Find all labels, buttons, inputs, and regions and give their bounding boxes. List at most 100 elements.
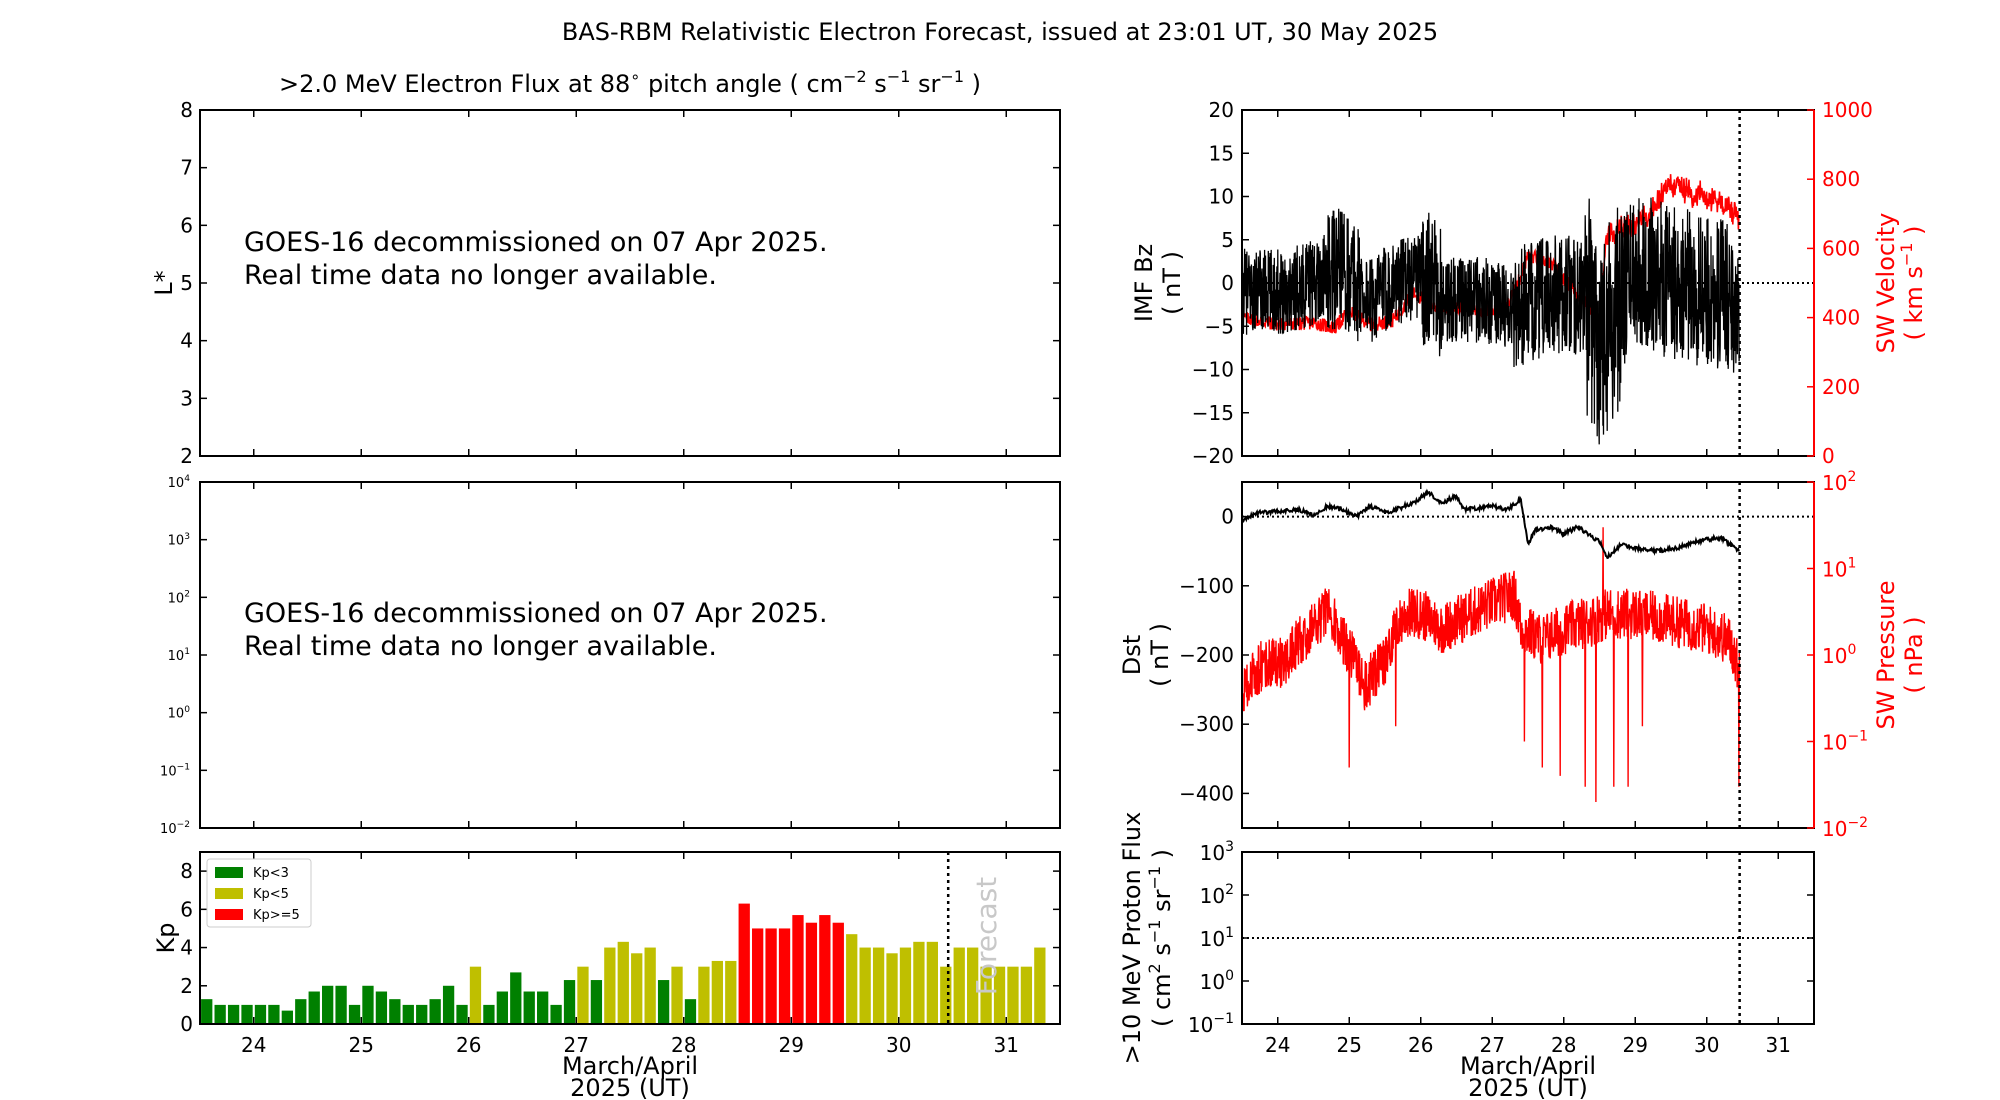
kp-xtick-label: 28 [671,1033,696,1057]
proton-x-ticks: 24 25 26 27 28 29 30 31 [1265,852,1791,1057]
kp-bar [577,966,589,1024]
kp-bar [617,941,629,1024]
proton-xtick-label: 28 [1551,1033,1576,1057]
kp-bar [281,1010,293,1024]
kp-bar [684,999,697,1024]
kp-legend-label-green: Kp<3 [253,866,289,881]
proton-xlabel-line1: March/April [1460,1052,1596,1080]
kp-bar [483,1004,495,1024]
flux-ytick-label: 6 [180,213,193,237]
sw-pressure-series [1241,527,1741,803]
flux-message-line2: Real time data no longer available. [244,260,717,291]
kp-bar [698,966,710,1024]
kp-ytick-label: 0 [180,1012,193,1036]
dst-y-ticks-right: 10−2 10−1 100 101 102 [1807,469,1868,841]
flux-energy-ytick-label: 10−2 [160,820,190,837]
dst-y-ticks-left: −400 −300 −200 −100 0 [1179,505,1249,805]
dst-x-ticks [1277,482,1779,828]
dst-plot-frame [1241,481,1815,829]
pressure-ytick-label: 10−1 [1822,729,1868,755]
kp-ytick-label: 4 [180,936,193,960]
kp-bar [268,1004,280,1024]
kp-bar [442,985,455,1024]
kp-plot-frame [199,851,1061,1025]
pressure-ytick-label: 10−2 [1822,815,1868,841]
velocity-ytick-label: 400 [1822,306,1860,330]
proton-xtick-label: 25 [1337,1033,1362,1057]
kp-bar [899,947,912,1024]
kp-bar [402,1004,414,1024]
velocity-ytick-label: 800 [1822,167,1860,191]
kp-bar [322,985,334,1024]
kp-bar [429,999,441,1024]
kp-xtick-label: 24 [241,1033,266,1057]
kp-bar [469,966,482,1024]
kp-bar [671,966,683,1024]
kp-legend: Kp<3 Kp<5 Kp>=5 [206,858,312,928]
pressure-ytick-label: 100 [1822,642,1856,668]
kp-legend-swatch-green [215,867,243,878]
proton-xtick-label: 29 [1623,1033,1648,1057]
dst-ytick-label: −400 [1179,781,1234,805]
kp-bar [348,1004,361,1024]
proton-xlabel-line2: 2025 (UT) [1468,1074,1588,1100]
kp-xtick-label: 31 [994,1033,1019,1057]
kp-x-ticks: 24 25 26 27 28 29 30 31 [241,852,1019,1057]
dst-ytick-label: −300 [1179,712,1234,736]
kp-bar [362,985,374,1024]
flux-energy-ytick-label: 103 [168,532,191,549]
kp-xlabel-line1: March/April [562,1052,698,1080]
kp-bar [1020,966,1033,1024]
flux-ytick-label: 2 [180,444,193,468]
kp-legend-swatch-red [215,909,243,920]
flux-energy-ytick-label: 10−1 [160,762,190,779]
imf-x-ticks [1277,110,1779,456]
kp-bar [913,941,925,1024]
flux-panel-title: >2.0 MeV Electron Flux at 88∘ pitch angl… [279,67,981,98]
proton-xtick-label: 26 [1408,1033,1433,1057]
kp-bar [335,985,347,1024]
kp-bar [805,922,818,1024]
kp-bar [993,966,1006,1024]
proton-ylabel-2: ( cm2 s−1 sr−1 ) [1145,849,1176,1027]
kp-bar [644,947,656,1024]
pressure-ylabel-2: ( nPa ) [1900,616,1928,693]
flux-energy-panel: 10−2 10−1 100 101 102 103 104 GOES-16 decommis… [160,474,1061,837]
kp-ytick-label: 2 [180,974,193,998]
kp-y-ticks: 0 2 4 6 8 [180,859,1060,1036]
flux-message-line1: GOES-16 decommissioned on 07 Apr 2025. [244,227,828,258]
kp-bar [308,991,320,1024]
dst-ytick-label: 0 [1221,505,1234,529]
kp-bar [550,1004,562,1024]
flux-energy-y-ticks: 10−2 10−1 100 101 102 103 104 [160,474,1060,837]
kp-legend-label-yellow: Kp<5 [253,887,289,902]
flux-panel: >2.0 MeV Electron Flux at 88∘ pitch angl… [150,67,1061,468]
kp-bar [456,1004,468,1024]
imf-ytick-label: −20 [1192,444,1234,468]
imf-panel: −20 −15 −10 −5 0 5 10 15 20 0 200 400 600 800 1000 IM… [1130,98,1928,468]
proton-ytick-label: 100 [1200,968,1234,994]
velocity-ylabel-2: ( km s−1 ) [1897,226,1928,341]
kp-xtick-label: 27 [564,1033,589,1057]
proton-xtick-label: 27 [1480,1033,1505,1057]
kp-bar [1034,947,1046,1024]
kp-legend-label-red: Kp>=5 [253,908,300,923]
kp-bar [590,980,603,1024]
kp-ytick-label: 8 [180,859,193,883]
kp-bar [953,947,965,1024]
proton-xtick-label: 31 [1766,1033,1791,1057]
kp-bar [752,928,764,1024]
flux-energy-message-line1: GOES-16 decommissioned on 07 Apr 2025. [244,598,828,629]
figure-title: BAS-RBM Relativistic Electron Forecast, … [562,18,1438,46]
kp-bar [604,947,616,1024]
kp-forecast-label: Forecast [970,877,1003,996]
proton-panel: 10−1 100 101 102 103 24 25 26 27 28 29 30 31 >10 Me… [1118,812,1815,1100]
pressure-ytick-label: 101 [1822,556,1856,582]
flux-energy-x-ticks [253,482,1007,828]
imf-ytick-label: 10 [1209,185,1234,209]
kp-bar [778,928,791,1024]
flux-y-ticks: 2 3 4 5 6 7 8 [180,98,1060,468]
dst-ylabel-2: ( nT ) [1146,623,1174,687]
kp-xtick-label: 26 [456,1033,481,1057]
